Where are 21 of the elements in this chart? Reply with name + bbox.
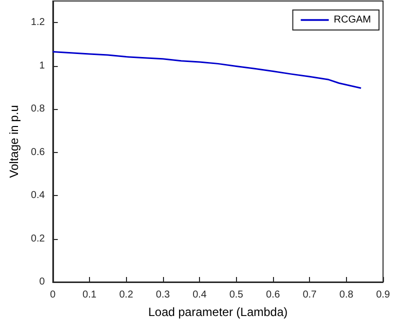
- x-tick-label: 0.5: [229, 290, 244, 300]
- y-tick-label: 0.6: [30, 146, 46, 158]
- legend-label: RCGAM: [334, 14, 372, 26]
- y-tick-label: 1.2: [30, 17, 46, 28]
- x-axis-title: Load parameter (Lambda): [148, 305, 288, 319]
- x-tick-label: 0.2: [119, 290, 134, 300]
- y-tick-label: 0.8: [30, 104, 46, 115]
- y-tick-label: 0.2: [30, 233, 46, 244]
- x-tick-label: 0.3: [156, 290, 170, 300]
- x-tick-label: 0.8: [339, 290, 354, 300]
- line-series: [52, 51, 362, 89]
- x-tick-label: 0.4: [192, 290, 207, 300]
- y-axis-title: Voltage in p.u: [7, 105, 21, 178]
- x-tick-label: 0.7: [302, 290, 318, 300]
- y-tick-label: 1: [39, 60, 46, 72]
- y-tick-label: 0: [39, 276, 46, 288]
- x-tick-label: 0.6: [266, 290, 280, 300]
- x-tick-label: 0.1: [82, 290, 97, 300]
- y-tick-label: 0.4: [30, 190, 46, 202]
- x-tick-label: 0: [50, 290, 56, 300]
- x-tick-label: 0.9: [376, 290, 390, 300]
